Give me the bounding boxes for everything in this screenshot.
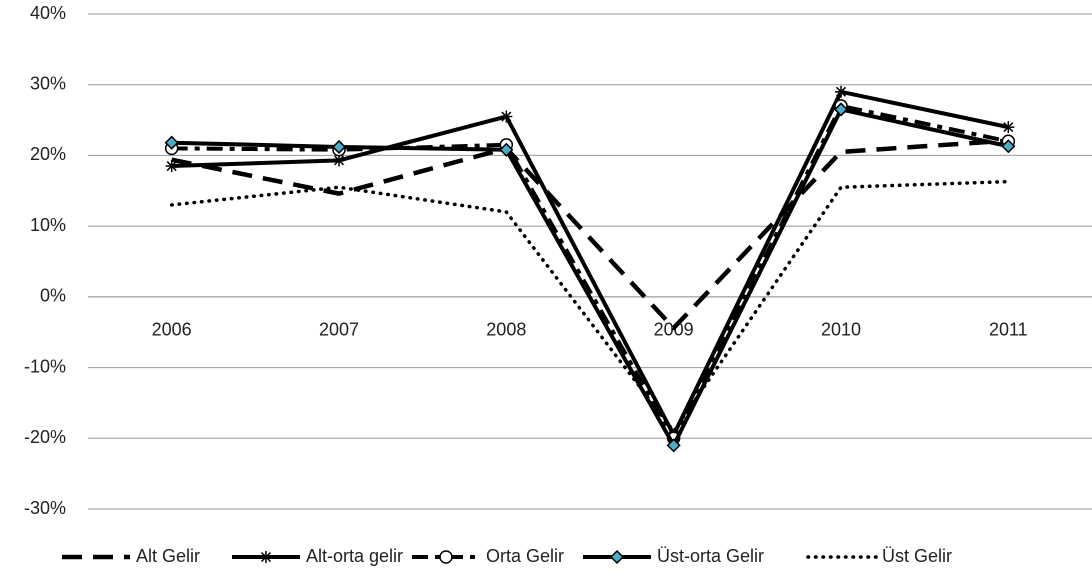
y-tick-label: -10%: [24, 356, 66, 376]
marker-stroke: [501, 111, 512, 122]
legend-label: Üst-orta Gelir: [657, 546, 764, 566]
legend-label: Alt Gelir: [136, 546, 200, 566]
marker-stroke: [166, 161, 177, 172]
x-tick-label: 2006: [152, 320, 192, 340]
marker-stroke: [333, 155, 345, 166]
marker: [609, 549, 625, 565]
y-tick-label: 20%: [30, 144, 66, 164]
series-line: [171, 103, 1009, 441]
marker: [1002, 121, 1015, 134]
marker: [833, 102, 849, 117]
legend-label: Alt-orta gelir: [306, 546, 403, 566]
y-tick-label: 0%: [40, 286, 66, 306]
legend-label: Orta Gelir: [486, 546, 564, 566]
marker-stroke: [1003, 122, 1014, 133]
marker: [260, 551, 272, 563]
series-line: [171, 107, 1009, 448]
legend-label: Üst Gelir: [882, 546, 952, 566]
x-tick-label: 2011: [989, 320, 1028, 340]
y-tick-label: 40%: [30, 3, 66, 23]
marker: [835, 85, 847, 98]
marker: [439, 550, 453, 564]
x-tick-label: 2007: [319, 320, 359, 340]
marker: [165, 160, 178, 173]
marker-stroke: [835, 86, 847, 97]
marker: [500, 110, 513, 123]
marker: [331, 139, 347, 155]
series-line: [171, 89, 1009, 437]
x-tick-label: 2008: [486, 320, 526, 340]
marker: [666, 438, 681, 453]
series-line: [169, 179, 1011, 433]
marker: [499, 142, 514, 157]
y-tick-label: -20%: [24, 427, 66, 447]
series-line: [171, 138, 1009, 331]
y-tick-label: -30%: [24, 498, 66, 518]
y-tick-label: 30%: [30, 73, 66, 93]
marker-stroke: [260, 551, 272, 563]
marker: [164, 135, 179, 150]
y-tick-label: 10%: [30, 215, 66, 235]
x-tick-label: 2010: [821, 320, 861, 340]
marker: [1001, 139, 1016, 154]
